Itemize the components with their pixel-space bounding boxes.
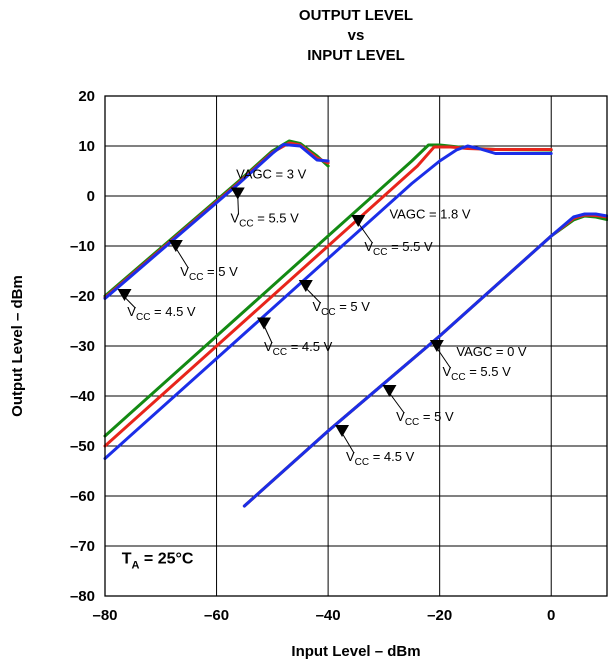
y-tick-labels: –80 –70 –60 –50 –40 –30 –20 –10 0 10 20 <box>70 88 95 605</box>
y-tick-label: –30 <box>70 338 95 355</box>
callout-marker <box>351 215 366 227</box>
callout-leader <box>389 392 405 414</box>
callout-label: VCC = 5.5 V <box>364 239 433 258</box>
callout-marker <box>168 240 183 252</box>
callout-marker <box>256 317 271 330</box>
callout-label: VCC = 5.5 V <box>231 211 300 230</box>
callout-label: VCC = 4.5 V <box>346 449 415 468</box>
y-tick-label: –80 <box>70 588 95 605</box>
callout-label: VCC = 4.5 V <box>127 304 196 323</box>
callout-leader <box>436 347 451 369</box>
callout-marker <box>335 425 350 437</box>
y-tick-label: 0 <box>87 188 95 205</box>
callout-leader <box>305 287 321 304</box>
series-line <box>103 143 330 300</box>
callout-marker <box>382 385 397 397</box>
callout-label: VCC = 4.5 V <box>264 339 333 358</box>
callout-leader <box>341 432 355 454</box>
callouts: VCC = 5.5 V VCC = 5 V VCC = 4.5 V VCC = 5.5… <box>117 187 511 468</box>
chart-title: OUTPUT LEVEL vs INPUT LEVEL <box>299 7 413 64</box>
series-line <box>242 213 608 508</box>
series-line <box>242 212 608 508</box>
y-tick-label: –50 <box>70 438 95 455</box>
title-line-3: INPUT LEVEL <box>307 47 405 64</box>
plot-frame <box>104 95 608 597</box>
y-tick-label: 10 <box>78 138 95 155</box>
y-tick-label: –20 <box>70 288 95 305</box>
series-line <box>242 214 608 508</box>
grid <box>105 96 607 596</box>
callout-marker <box>230 187 245 200</box>
callout-marker <box>117 289 132 301</box>
y-tick-label: –40 <box>70 388 95 405</box>
x-tick-label: –40 <box>316 607 341 624</box>
annotation-label: TA = 25°C <box>122 551 194 572</box>
x-tick-labels: –80 –60 –40 –20 0 <box>92 607 555 624</box>
series-line <box>103 144 553 460</box>
annotation-label: VAGC = 0 V <box>456 344 527 359</box>
callout-marker <box>298 280 313 292</box>
callout-label: VCC = 5.5 V <box>442 364 511 383</box>
callout-label: VCC = 5 V <box>312 299 370 318</box>
callout-marker <box>429 340 444 352</box>
x-axis-label: Input Level – dBm <box>291 643 420 660</box>
title-line-1: OUTPUT LEVEL <box>299 7 413 24</box>
y-axis-label: Output Level – dBm <box>9 275 26 417</box>
callout-label: VCC = 5 V <box>180 264 238 283</box>
annotation-label: VAGC = 3 V <box>236 167 307 182</box>
callout-leader <box>357 222 373 244</box>
y-tick-label: 20 <box>78 88 95 105</box>
callout-leader <box>124 296 136 309</box>
annotation-label: VAGC = 1.8 V <box>389 207 470 222</box>
callout-label: VCC = 5 V <box>396 409 454 428</box>
callout-leader <box>263 325 273 344</box>
y-tick-label: –10 <box>70 238 95 255</box>
x-tick-label: 0 <box>547 607 555 624</box>
y-tick-label: –60 <box>70 488 95 505</box>
x-tick-label: –80 <box>92 607 117 624</box>
y-tick-label: –70 <box>70 538 95 555</box>
x-tick-label: –20 <box>427 607 452 624</box>
annotations: VAGC = 3 V VAGC = 1.8 V VAGC = 0 V TA = 25°… <box>122 167 527 572</box>
title-line-2: vs <box>348 27 365 44</box>
callout-leader <box>175 247 189 269</box>
series-layer <box>103 139 608 508</box>
x-tick-label: –60 <box>204 607 229 624</box>
